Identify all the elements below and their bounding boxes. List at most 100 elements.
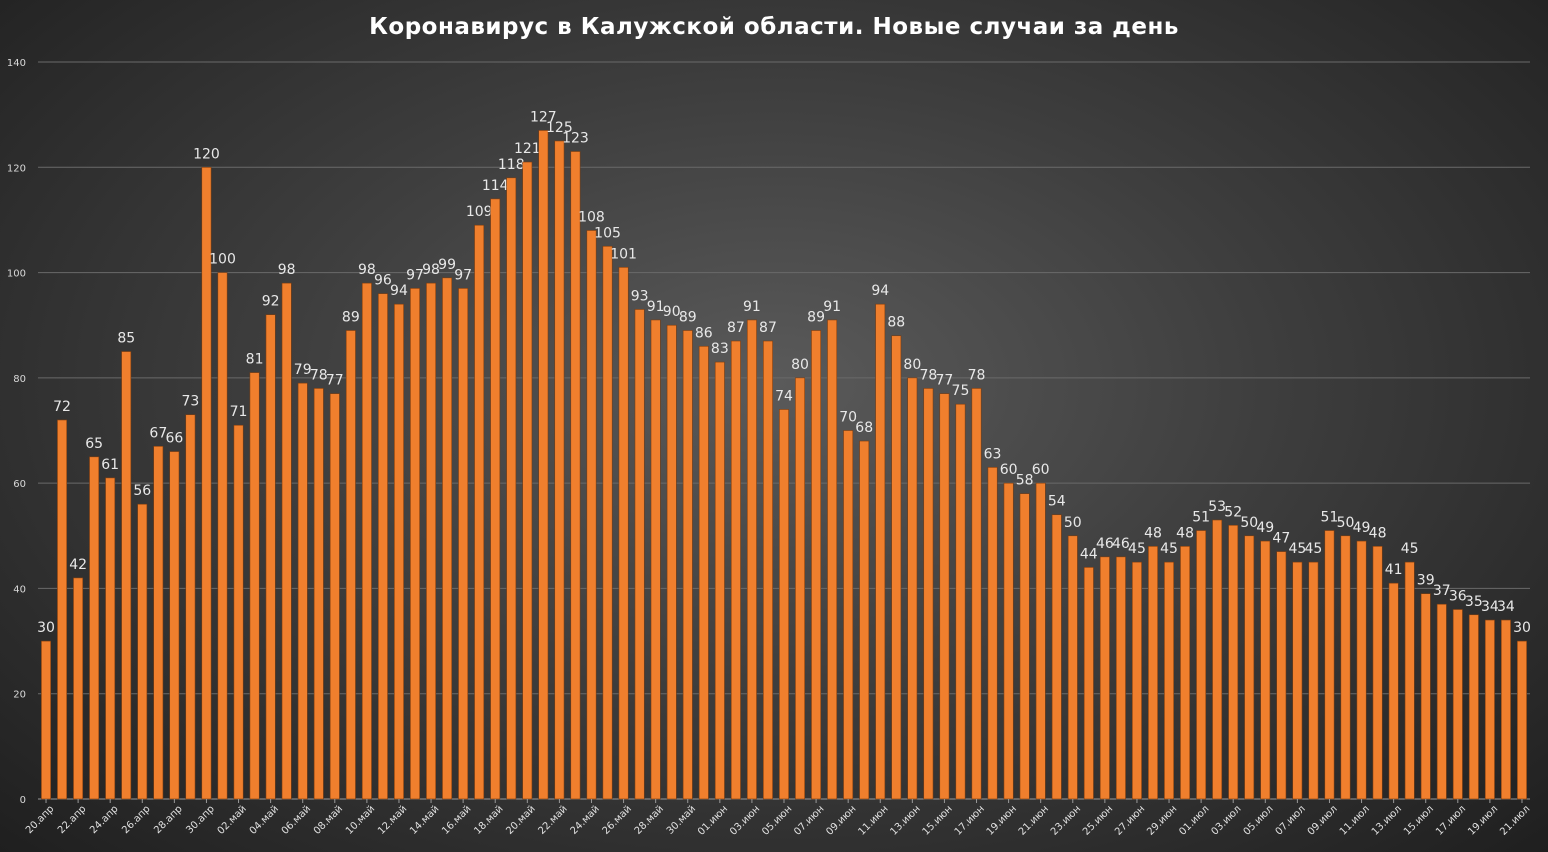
x-tick-label: 29.июн — [1145, 804, 1179, 838]
x-tick-label: 03.июл — [1209, 804, 1243, 838]
x-tick-label: 09.июн — [824, 804, 858, 838]
bar — [1468, 614, 1479, 800]
data-label: 72 — [53, 399, 71, 415]
x-tick-label: 26.май — [601, 804, 634, 837]
bar — [1292, 561, 1303, 800]
data-label: 123 — [562, 130, 589, 146]
x-tick-label: 15.июл — [1402, 804, 1436, 838]
bar — [570, 151, 581, 800]
data-label: 37 — [1433, 583, 1451, 599]
x-tick-label: 21.июн — [1017, 804, 1051, 838]
bar — [281, 282, 292, 800]
x-tick-label: 17.июн — [953, 804, 987, 838]
bar — [1517, 640, 1527, 800]
bar — [73, 577, 84, 800]
bar — [153, 445, 164, 800]
x-tick-label: 09.июл — [1306, 804, 1340, 838]
data-label: 96 — [374, 273, 392, 289]
bar — [554, 140, 565, 800]
bar — [474, 224, 485, 800]
data-label: 120 — [193, 146, 220, 162]
bar — [394, 303, 404, 800]
x-tick-label: 07.июл — [1274, 804, 1308, 838]
bar — [1324, 530, 1335, 800]
bar — [217, 272, 228, 800]
y-tick-label: 120 — [7, 163, 26, 174]
x-tick-label: 02.май — [216, 804, 249, 837]
data-label: 53 — [1208, 499, 1226, 515]
x-tick-label: 05.июл — [1242, 804, 1276, 838]
bar — [41, 640, 51, 800]
data-label: 39 — [1417, 573, 1435, 589]
data-label: 54 — [1048, 494, 1066, 510]
y-tick-label: 60 — [13, 479, 26, 490]
x-tick-label: 19.июл — [1466, 804, 1500, 838]
data-label: 45 — [1401, 541, 1419, 557]
bar — [329, 393, 340, 800]
data-label: 70 — [839, 410, 857, 426]
data-label: 83 — [711, 341, 729, 357]
x-tick-label: 05.июн — [760, 804, 794, 838]
data-label: 80 — [791, 357, 809, 373]
data-label: 58 — [1016, 473, 1034, 489]
data-label: 98 — [358, 262, 376, 278]
bar — [1180, 546, 1191, 800]
x-tick-label: 13.июн — [889, 804, 923, 838]
data-label: 94 — [390, 283, 408, 299]
bar — [698, 345, 709, 800]
bar — [1500, 619, 1511, 800]
data-label: 101 — [610, 246, 637, 262]
data-label: 42 — [69, 557, 87, 573]
x-tick-label: 30.апр — [184, 804, 216, 836]
data-label: 63 — [984, 446, 1002, 462]
data-label: 48 — [1144, 525, 1162, 541]
bar — [1356, 540, 1367, 800]
bar — [1340, 535, 1351, 800]
y-tick-label: 100 — [7, 269, 26, 280]
x-tick-label: 18.май — [472, 804, 505, 837]
bar — [1372, 546, 1383, 800]
bar — [185, 414, 196, 800]
x-tick-label: 03.июн — [728, 804, 762, 838]
x-tick-label: 07.июн — [792, 804, 826, 838]
data-label: 91 — [823, 299, 841, 315]
data-label: 77 — [936, 373, 954, 389]
y-tick-label: 80 — [13, 374, 26, 385]
data-label: 108 — [578, 209, 605, 225]
x-tick-label: 13.июл — [1370, 804, 1404, 838]
data-label: 45 — [1160, 541, 1178, 557]
data-label: 127 — [530, 109, 557, 125]
data-label: 87 — [759, 320, 777, 336]
bar — [121, 351, 132, 800]
x-tick-label: 16.май — [440, 804, 473, 837]
bar — [1212, 519, 1223, 800]
bar — [971, 388, 982, 800]
data-label: 118 — [498, 157, 525, 173]
data-label: 109 — [466, 204, 493, 220]
x-tick-label: 26.апр — [120, 804, 152, 836]
bar — [105, 477, 116, 800]
data-label: 44 — [1080, 546, 1098, 562]
chart-title: Коронавирус в Калужской области. Новые с… — [369, 14, 1179, 40]
bar — [458, 288, 469, 800]
data-label: 88 — [887, 315, 905, 331]
data-label: 92 — [262, 294, 280, 310]
bar — [345, 330, 356, 800]
bar — [442, 277, 453, 800]
y-tick-label: 20 — [13, 690, 26, 701]
x-tick-label: 12.май — [376, 804, 409, 837]
data-label: 91 — [647, 299, 665, 315]
x-tick-label: 19.июн — [985, 804, 1019, 838]
bar — [1404, 561, 1415, 800]
bar — [89, 456, 100, 800]
x-tick-label: 01.июн — [696, 804, 730, 838]
data-label: 80 — [903, 357, 921, 373]
data-label: 97 — [454, 267, 472, 283]
data-label: 45 — [1128, 541, 1146, 557]
bar — [923, 388, 934, 800]
data-label: 50 — [1240, 515, 1258, 531]
bar — [1164, 561, 1174, 800]
data-label: 66 — [165, 431, 183, 447]
x-tick-label: 04.май — [248, 804, 281, 837]
data-label: 78 — [310, 367, 328, 383]
